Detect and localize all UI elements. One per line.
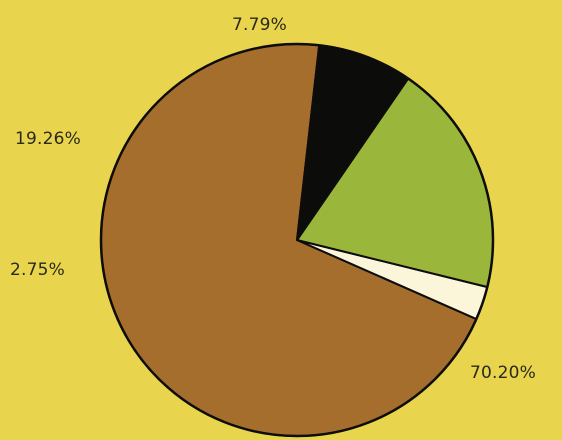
pie-outline <box>99 42 495 438</box>
slice-label-70-20: 70.20% <box>470 363 536 383</box>
slice-label-2-75: 2.75% <box>10 260 65 280</box>
slice-label-7-79: 7.79% <box>232 15 287 35</box>
slice-label-19-26: 19.26% <box>15 129 81 149</box>
